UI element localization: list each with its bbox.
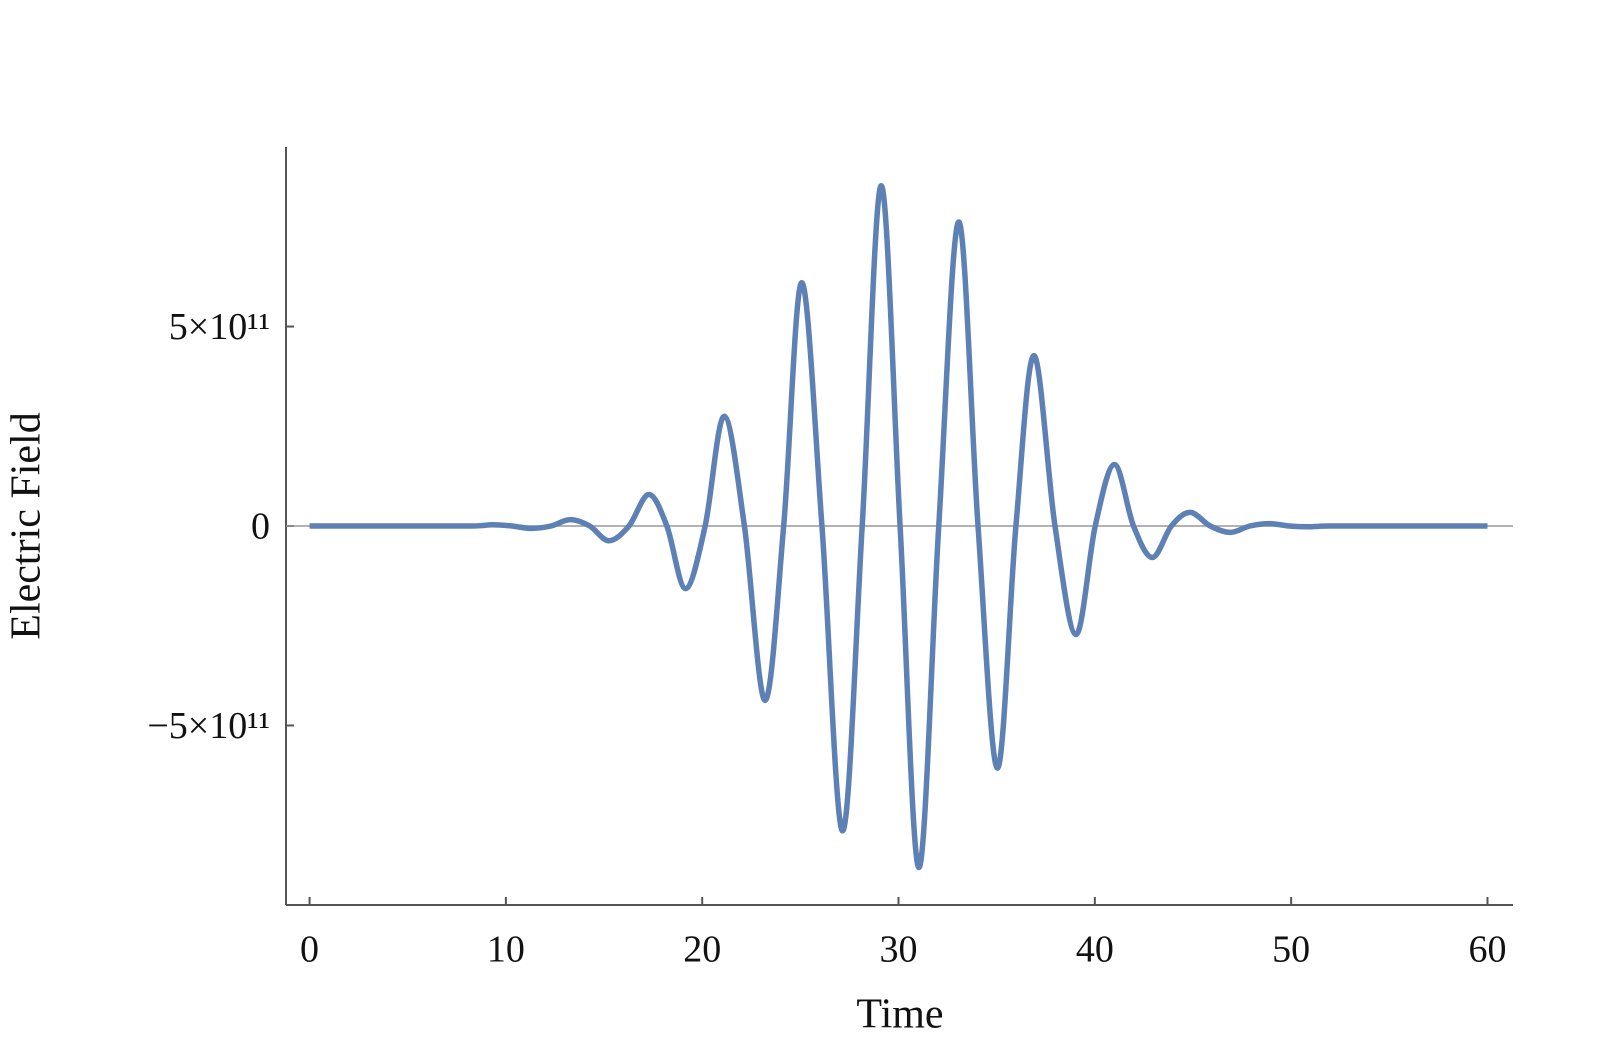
x-tick-label: 40 — [1076, 929, 1114, 971]
x-tick-label: 20 — [683, 929, 721, 971]
x-tick-label: 60 — [1468, 929, 1506, 971]
x-tick-label: 0 — [300, 929, 319, 971]
data-line — [309, 182, 1488, 871]
x-axis-title: Time — [856, 992, 943, 1038]
y-tick-label: 5×10¹¹ — [169, 306, 270, 348]
x-tick-label: 50 — [1272, 929, 1310, 971]
y-axis-title: Electric Field — [4, 412, 50, 639]
y-tick-label: 0 — [251, 506, 270, 548]
x-tick-label: 10 — [487, 929, 525, 971]
y-tick-label: −5×10¹¹ — [147, 705, 270, 747]
x-tick-label: 30 — [880, 929, 918, 971]
